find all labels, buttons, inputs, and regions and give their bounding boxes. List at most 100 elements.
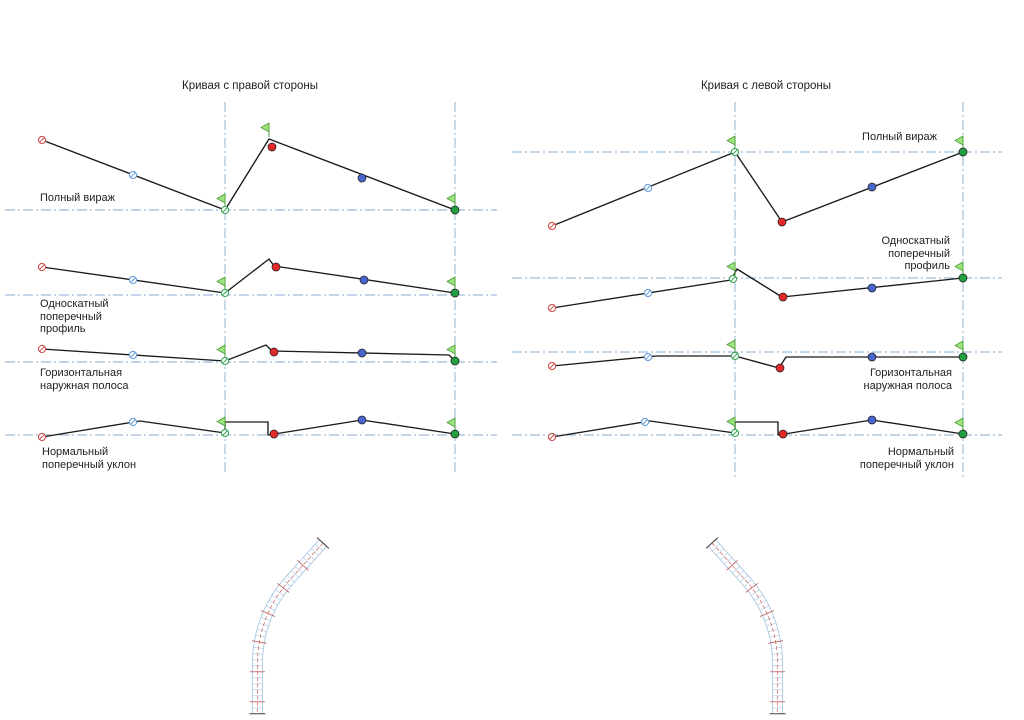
plan-station-tick <box>740 575 749 583</box>
marker-blue-icon <box>357 415 367 425</box>
label-full-superelevation-2: Полный вираж <box>862 131 937 143</box>
plan-end-tick <box>316 537 330 549</box>
plan-station-tick <box>745 582 759 593</box>
profile-row-1 <box>512 135 1002 231</box>
label-single-slope-profile-2: Односкатный поперечный профиль <box>881 235 950 272</box>
marker-open-red-icon <box>547 303 557 313</box>
marker-blue-icon <box>359 275 369 285</box>
marker-open-green-icon <box>220 205 230 215</box>
marker-red-icon <box>271 262 281 272</box>
plan-curve-right <box>249 537 330 715</box>
marker-open-blue-icon <box>128 350 138 360</box>
plan-station-tick <box>744 579 753 587</box>
profile-row-3 <box>5 344 497 366</box>
marker-open-red-icon <box>37 344 47 354</box>
flag-icon <box>726 416 736 431</box>
marker-green-icon <box>958 352 968 362</box>
marker-red-icon <box>777 217 787 227</box>
plan-curve-left <box>705 537 786 715</box>
flag-icon <box>216 276 226 291</box>
plan-station-tick <box>732 566 741 574</box>
marker-open-green-icon <box>728 274 738 284</box>
marker-green-icon <box>450 429 460 439</box>
marker-open-green-icon <box>220 288 230 298</box>
profile-line <box>551 355 963 369</box>
marker-red-icon <box>778 429 788 439</box>
marker-green-icon <box>450 288 460 298</box>
marker-open-green-icon <box>730 147 740 157</box>
plan-station-tick <box>726 560 738 571</box>
marker-green-icon <box>450 205 460 215</box>
plan-station-tick <box>294 566 303 574</box>
marker-blue-icon <box>357 173 367 183</box>
marker-open-blue-icon <box>128 417 138 427</box>
profile-line <box>41 344 456 362</box>
marker-open-green-icon <box>220 428 230 438</box>
profile-row-1 <box>5 122 497 215</box>
flag-icon <box>260 122 270 137</box>
marker-red-icon <box>269 429 279 439</box>
plan-station-tick <box>720 552 728 560</box>
profile-row-4 <box>5 415 497 442</box>
marker-open-green-icon <box>730 351 740 361</box>
panel-title-curve-left: Кривая с левой стороны <box>700 80 832 92</box>
marker-open-red-icon <box>547 432 557 442</box>
marker-open-blue-icon <box>128 275 138 285</box>
marker-blue-icon <box>867 182 877 192</box>
marker-open-red-icon <box>547 221 557 231</box>
label-normal-cross-slope-1: Нормальный поперечный уклон <box>42 446 137 471</box>
marker-green-icon <box>958 273 968 283</box>
marker-green-icon <box>958 147 968 157</box>
marker-blue-icon <box>357 348 367 358</box>
marker-open-red-icon <box>37 135 47 145</box>
label-normal-cross-slope-2: Нормальный поперечный уклон <box>859 446 954 471</box>
plan-station-tick <box>716 548 724 556</box>
profile-line <box>551 151 964 227</box>
marker-red-icon <box>775 363 785 373</box>
profile-line <box>41 419 456 438</box>
marker-open-blue-icon <box>643 288 653 298</box>
label-horizontal-outer-lane-2: Горизонтальная наружная полоса <box>863 367 952 392</box>
plan-station-tick <box>282 579 291 587</box>
marker-open-red-icon <box>37 262 47 272</box>
label-full-superelevation-1: Полный вираж <box>40 192 115 204</box>
plan-station-tick <box>286 575 295 583</box>
plan-station-tick <box>712 543 720 552</box>
flag-icon <box>726 135 736 150</box>
plan-station-tick <box>311 548 319 556</box>
flag-icon <box>726 339 736 354</box>
marker-open-green-icon <box>730 428 740 438</box>
profile-row-2 <box>5 258 497 298</box>
profile-line <box>551 268 964 309</box>
profile-row-3 <box>512 339 1002 373</box>
plan-station-tick <box>303 557 311 565</box>
profile-row-4 <box>512 415 1002 442</box>
plan-centerline <box>257 542 324 714</box>
panel-title-curve-right: Кривая с правой стороны <box>182 80 318 92</box>
marker-green-icon <box>450 356 460 366</box>
label-single-slope-profile-1: Односкатный поперечный профиль <box>40 298 109 335</box>
profile-line <box>41 258 456 294</box>
marker-open-blue-icon <box>643 352 653 362</box>
flag-icon <box>216 344 226 359</box>
plan-edge <box>261 546 328 714</box>
panel-curve-left <box>512 102 1002 480</box>
plan-station-tick <box>724 557 732 565</box>
plan-station-tick <box>297 560 309 571</box>
marker-red-icon <box>267 142 277 152</box>
marker-open-blue-icon <box>643 183 653 193</box>
flag-icon <box>726 261 736 276</box>
marker-open-green-icon <box>220 356 230 366</box>
plan-station-tick <box>736 570 745 578</box>
marker-open-red-icon <box>547 361 557 371</box>
plan-station-tick <box>290 570 299 578</box>
plan-station-tick <box>276 582 290 593</box>
profile-row-2 <box>512 261 1002 313</box>
marker-blue-icon <box>867 283 877 293</box>
marker-blue-icon <box>867 352 877 362</box>
marker-green-icon <box>958 429 968 439</box>
plan-station-tick <box>315 543 323 552</box>
plan-centerline <box>711 542 778 714</box>
